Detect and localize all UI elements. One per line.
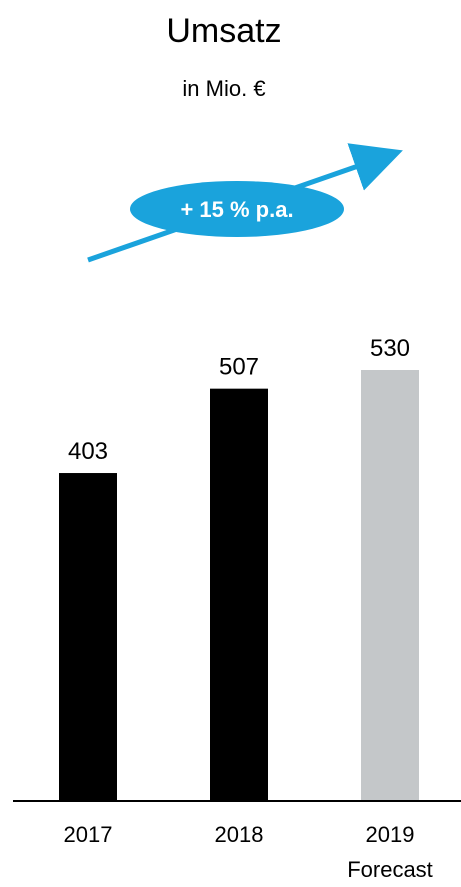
value-label-2019: 530 (370, 335, 410, 362)
value-label-2017: 403 (68, 438, 108, 465)
bar-2018 (210, 388, 268, 800)
growth-badge (130, 181, 344, 237)
growth-label: + 15 % p.a. (180, 197, 293, 222)
bar-2019 (361, 370, 419, 800)
chart-title: Umsatz (166, 12, 281, 50)
x-tick-label-2019: 2019 (366, 822, 415, 847)
value-labels-group: 403 507 530 (68, 335, 410, 465)
growth-annotation: + 15 % p.a. (87, 143, 403, 263)
bars-group (59, 370, 419, 800)
x-tick-label-2017: 2017 (64, 822, 113, 847)
bar-2017 (59, 473, 117, 800)
value-label-2018: 507 (219, 354, 259, 381)
chart-subtitle: in Mio. € (182, 76, 265, 101)
x-tick-label-2018: 2018 (215, 822, 264, 847)
x-tick-labels-group: 2017 2018 2019 Forecast (64, 822, 433, 882)
x-tick-sublabel-2019: Forecast (347, 857, 433, 882)
